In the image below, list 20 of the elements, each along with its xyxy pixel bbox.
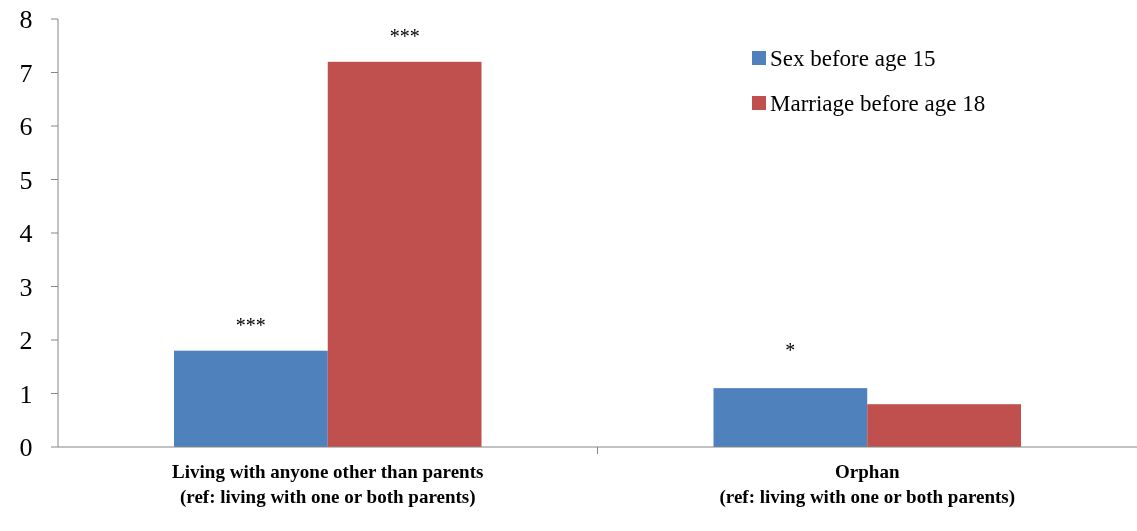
bar	[713, 388, 868, 447]
y-tick-label: 2	[19, 326, 33, 356]
annotation: ***	[389, 24, 420, 47]
bar	[173, 350, 328, 447]
x-tick-label: Living with anyone other than parents (ref: living with one or both parents)	[172, 461, 484, 508]
x-tick-label: Orphan (ref: living with one or both parents)	[719, 461, 1016, 508]
y-tick-label: 0	[19, 433, 33, 463]
y-tick-label: 7	[19, 58, 33, 88]
annotation: ***	[235, 313, 266, 336]
y-tick-label: 8	[19, 5, 33, 35]
bar	[867, 404, 1022, 447]
bar	[327, 61, 482, 447]
y-tick-label: 3	[19, 272, 33, 302]
legend-label: Marriage before age 18	[770, 91, 986, 117]
y-tick-label: 4	[19, 219, 33, 249]
y-tick-label: 1	[19, 379, 33, 409]
legend-label: Sex before age 15	[770, 46, 936, 72]
annotation: *	[785, 339, 796, 362]
y-tick-label: 5	[19, 165, 33, 195]
y-tick-label: 6	[19, 112, 33, 142]
